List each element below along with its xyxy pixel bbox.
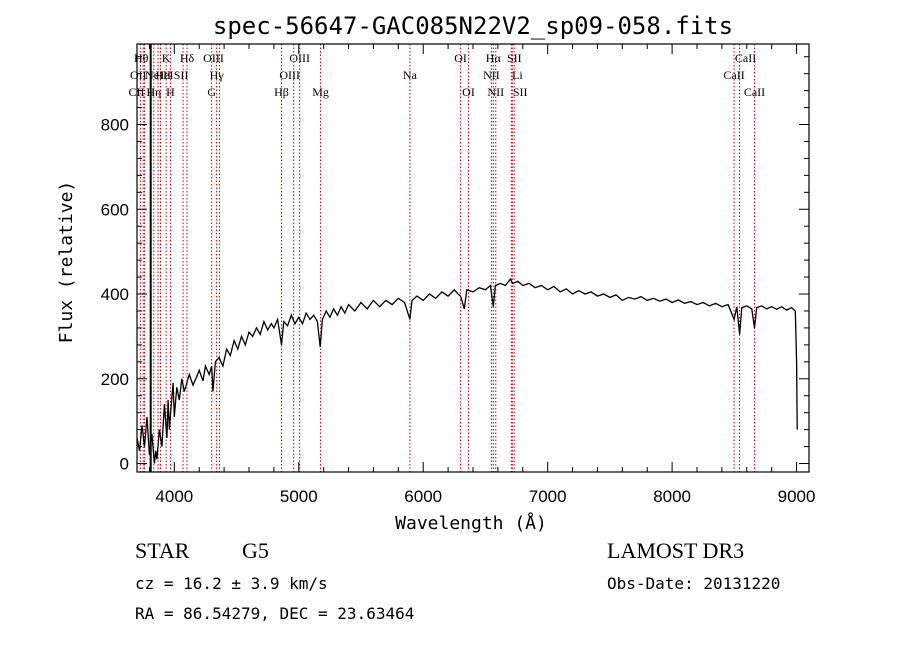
line-label-g: G	[207, 85, 216, 99]
y-axis-label: Flux (relative)	[56, 181, 77, 344]
survey-name: LAMOST DR3	[607, 538, 745, 563]
y-tick-label: 800	[101, 116, 129, 135]
line-label-sii: SII	[507, 51, 522, 65]
line-label-oi: OI	[462, 85, 475, 99]
line-label-oii: OII	[130, 68, 147, 82]
line-label-k: K	[162, 51, 171, 65]
y-tick-label: 400	[101, 285, 129, 304]
observation-date: Obs-Date: 20131220	[607, 574, 781, 593]
object-class: STAR	[135, 538, 190, 563]
x-tick-label: 4000	[155, 487, 193, 506]
line-label-h: H	[166, 85, 175, 99]
x-tick-label: 7000	[529, 487, 567, 506]
object-subclass: G5	[242, 538, 269, 563]
x-axis-label: Wavelength (Å)	[395, 512, 547, 534]
line-label-hδ: Hδ	[180, 51, 195, 65]
line-label-hγ: Hγ	[210, 68, 225, 82]
line-label-nii: NII	[483, 68, 500, 82]
line-label-hθ: Hθ	[134, 51, 149, 65]
y-tick-label: 200	[101, 370, 129, 389]
line-label-mg: Mg	[312, 85, 329, 99]
axis-ticks	[137, 44, 809, 472]
line-label-caii: CaII	[723, 68, 744, 82]
line-label-sii: SII	[513, 85, 528, 99]
line-label-caii: CaII	[744, 85, 765, 99]
coordinates-readout: RA = 86.54279, DEC = 23.63464	[135, 604, 415, 623]
line-label-hβ: Hβ	[274, 85, 289, 99]
line-label-sii: SII	[174, 68, 189, 82]
line-label-li: Li	[512, 68, 523, 82]
x-tick-label: 6000	[404, 487, 442, 506]
x-tick-label: 5000	[280, 487, 318, 506]
line-label-hα: Hα	[486, 51, 502, 65]
spectral-line-markers	[139, 44, 755, 472]
line-label-nii: NII	[487, 85, 504, 99]
chart-title: spec-56647-GAC085N22V2_sp09-058.fits	[213, 12, 733, 40]
axis-tick-labels: 4000 5000 6000 7000 8000 9000 0 200 400 600 800	[101, 116, 816, 506]
line-label-oiii: OIII	[203, 51, 224, 65]
line-label-oiii: OIII	[289, 51, 310, 65]
line-label-hei: HeI	[156, 68, 174, 82]
x-tick-label: 9000	[778, 487, 816, 506]
line-label-na: Na	[403, 68, 418, 82]
spectrum-series-line	[136, 278, 798, 464]
x-tick-label: 8000	[653, 487, 691, 506]
line-label-oiii: OIII	[279, 68, 300, 82]
line-label-oi: OI	[454, 51, 467, 65]
y-tick-label: 600	[101, 200, 129, 219]
plot-frame	[136, 43, 810, 473]
redshift-readout: cz = 16.2 ± 3.9 km/s	[135, 574, 328, 593]
line-label-hη: Hη	[146, 85, 161, 99]
line-label-caii: CaII	[735, 51, 756, 65]
y-tick-label: 0	[120, 455, 129, 474]
